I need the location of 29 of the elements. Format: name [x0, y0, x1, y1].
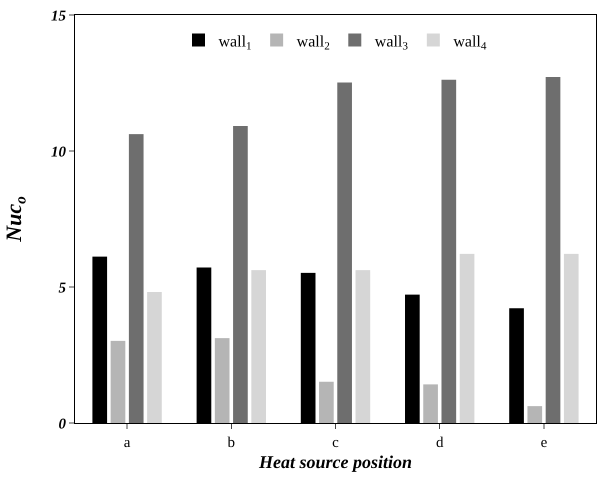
x-axis-title: Heat source position	[258, 452, 412, 472]
x-tick-label: c	[332, 435, 340, 451]
x-tick-label: b	[228, 435, 236, 451]
bar	[527, 406, 542, 423]
bar	[251, 270, 266, 423]
bar	[110, 340, 126, 423]
legend-label: wall$_{2}$	[296, 33, 330, 53]
bar	[423, 384, 438, 423]
bar	[128, 134, 144, 423]
x-tick-label: d	[436, 435, 444, 451]
bar	[233, 126, 248, 423]
bar	[564, 254, 579, 423]
y-tick-label: 5	[58, 280, 66, 296]
y-tick-label: 0	[58, 416, 66, 432]
legend-label: wall$_{1}$	[218, 33, 252, 53]
legend-label: wall$_{3}$	[374, 33, 408, 53]
x-tick-label: e	[540, 435, 548, 451]
bar	[460, 254, 474, 423]
bar	[147, 292, 162, 423]
y-tick-label: 15	[51, 8, 66, 24]
legend-label: wall$_{4}$	[453, 33, 487, 53]
x-tick-label: a	[124, 435, 131, 451]
bar	[214, 338, 230, 423]
bar	[441, 80, 456, 423]
y-tick-label: 10	[51, 144, 66, 160]
bar	[356, 270, 370, 423]
bar	[319, 382, 334, 423]
bar	[337, 82, 352, 423]
bar	[546, 77, 560, 423]
